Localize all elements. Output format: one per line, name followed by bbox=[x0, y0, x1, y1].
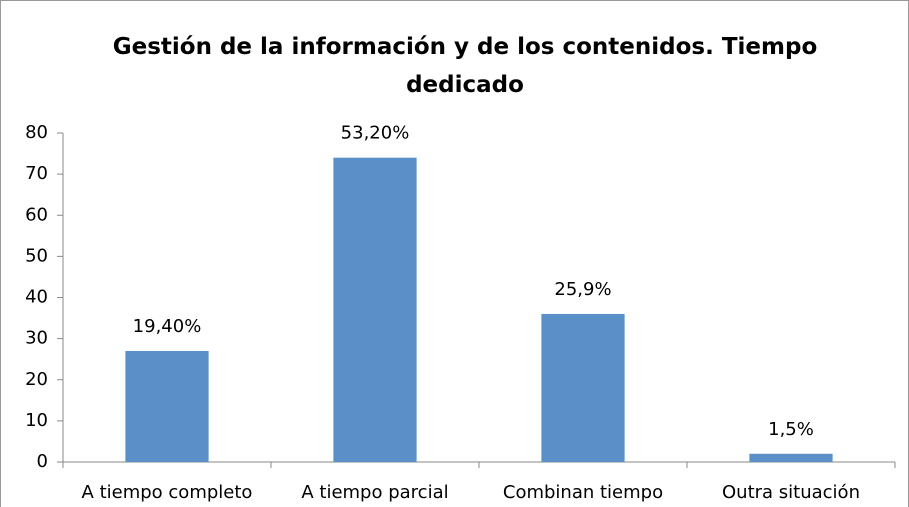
bar bbox=[749, 453, 833, 462]
data-label: 25,9% bbox=[554, 279, 611, 300]
x-tick-label: Combinan tiempo bbox=[503, 482, 663, 503]
y-tick-label: 40 bbox=[25, 287, 48, 308]
y-tick-label: 20 bbox=[25, 369, 48, 390]
bar bbox=[333, 157, 417, 463]
data-label: 19,40% bbox=[133, 316, 202, 337]
x-tick-label: A tiempo completo bbox=[82, 482, 253, 503]
y-tick-label: 50 bbox=[25, 245, 48, 266]
y-tick-label: 70 bbox=[25, 163, 48, 184]
data-label: 53,20% bbox=[341, 123, 410, 144]
y-tick-label: 10 bbox=[25, 410, 48, 431]
chart-title: Gestión de la información y de los conte… bbox=[112, 34, 818, 98]
x-tick-label: A tiempo parcial bbox=[301, 482, 448, 503]
data-label: 1,5% bbox=[768, 419, 814, 440]
bar bbox=[541, 313, 625, 462]
x-tick-label: Outra situación bbox=[722, 482, 860, 503]
bar bbox=[125, 350, 209, 462]
y-tick-label: 0 bbox=[37, 451, 48, 472]
y-tick-label: 60 bbox=[25, 204, 48, 225]
y-tick-label: 30 bbox=[25, 328, 48, 349]
y-tick-label: 80 bbox=[25, 122, 48, 143]
